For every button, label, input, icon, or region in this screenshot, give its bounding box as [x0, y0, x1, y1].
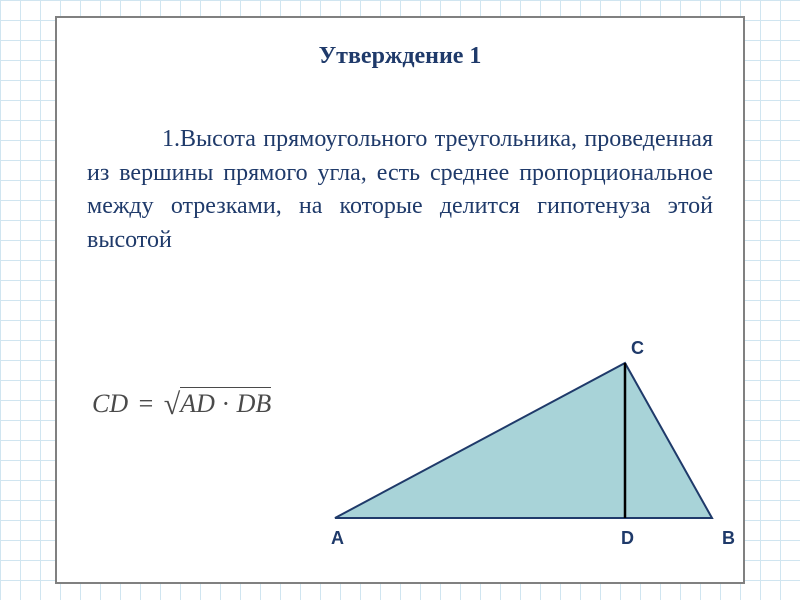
- vertex-c-label: C: [631, 338, 644, 359]
- formula-dot: ·: [221, 389, 230, 418]
- formula-ad: AD: [180, 389, 215, 418]
- triangle-svg: [317, 283, 737, 553]
- frame-right: [743, 16, 745, 584]
- content-panel: Утверждение 1 1.Высота прямоугольного тр…: [57, 18, 743, 582]
- formula-radicand: AD · DB: [180, 387, 271, 418]
- formula: CD = √AD · DB: [92, 388, 271, 422]
- frame-bottom: [55, 582, 745, 584]
- vertex-b-label: B: [722, 528, 735, 549]
- triangle-abc: [335, 363, 712, 518]
- formula-lhs: CD: [92, 389, 128, 418]
- vertex-d-label: D: [621, 528, 634, 549]
- formula-db: DB: [237, 389, 272, 418]
- slide-title: Утверждение 1: [57, 43, 743, 70]
- formula-eq: =: [135, 389, 158, 418]
- vertex-a-label: A: [331, 528, 344, 549]
- triangle-figure: A B C D: [317, 283, 737, 553]
- theorem-text: 1.Высота прямоугольного треугольника, пр…: [87, 123, 713, 257]
- sqrt-icon: √: [164, 388, 180, 421]
